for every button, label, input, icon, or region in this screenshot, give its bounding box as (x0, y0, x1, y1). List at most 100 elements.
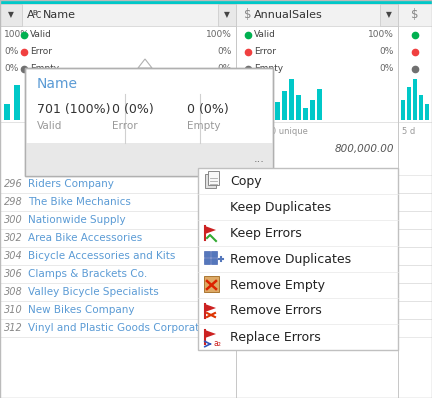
Bar (0, 140, 432, 158)
Text: 308: 308 (4, 287, 23, 297)
Text: A: A (27, 10, 35, 20)
Text: Vinyl and Plastic Goods Corporation: Vinyl and Plastic Goods Corporation (28, 323, 215, 333)
Bar (0, 4, 22, 26)
Bar (236, 319, 432, 337)
Text: 0%: 0% (4, 47, 19, 56)
Bar (310, 100, 315, 120)
Bar (0, 283, 236, 301)
Text: 296: 296 (4, 179, 23, 189)
Text: 0 (0%): 0 (0%) (112, 103, 154, 117)
Bar (0, 0, 432, 4)
Text: 701 (100%): 701 (100%) (37, 103, 111, 117)
Bar (236, 193, 432, 211)
Text: a₂: a₂ (214, 339, 222, 347)
Bar (0, 193, 236, 211)
Polygon shape (205, 304, 216, 312)
Text: 100%: 100% (4, 30, 30, 39)
Bar (25, 68, 273, 176)
Bar (0, 247, 236, 265)
Bar (0, 4, 432, 26)
Text: 0%: 0% (380, 47, 394, 56)
Bar (0, 301, 236, 319)
Text: New Bikes Company: New Bikes Company (28, 305, 134, 315)
Text: 304: 304 (4, 251, 23, 261)
Bar (0, 211, 236, 229)
Text: 800,000.00: 800,000.00 (334, 144, 394, 154)
Bar (211, 258, 217, 264)
Bar (25, 68, 273, 176)
Bar (0, 43, 432, 60)
Text: Empty: Empty (187, 121, 220, 131)
Text: ▼: ▼ (224, 10, 230, 20)
Text: 310: 310 (4, 305, 23, 315)
Text: Valid: Valid (30, 30, 52, 39)
Bar (401, 100, 405, 120)
Text: Replace Errors: Replace Errors (230, 330, 321, 343)
Bar (425, 103, 429, 120)
Bar (205, 174, 216, 188)
Bar (398, 0, 399, 398)
Text: Empty: Empty (30, 64, 59, 73)
Text: B: B (32, 10, 37, 16)
Text: 100%: 100% (206, 30, 232, 39)
Bar (380, 4, 398, 26)
Text: Copy: Copy (230, 174, 262, 187)
Polygon shape (205, 226, 216, 234)
Bar (0, 26, 432, 43)
Bar (236, 175, 432, 193)
Text: 1,500,000.00: 1,500,000.00 (324, 323, 394, 333)
Bar (0, 77, 432, 122)
Text: 312: 312 (4, 323, 23, 333)
Text: Error: Error (254, 47, 276, 56)
Bar (240, 105, 245, 120)
Text: istinct, 0 unique: istinct, 0 unique (240, 127, 308, 135)
Text: 0%: 0% (380, 64, 394, 73)
Bar (198, 168, 398, 350)
Bar (4, 103, 10, 120)
Bar (0, 319, 236, 337)
Text: C: C (36, 12, 41, 21)
Bar (317, 89, 322, 120)
Bar (261, 100, 266, 120)
Bar (236, 0, 237, 398)
Text: Remove Errors: Remove Errors (230, 304, 322, 318)
Bar (0, 175, 236, 193)
Bar (204, 258, 210, 264)
Bar (254, 81, 259, 120)
Bar (303, 108, 308, 120)
Text: 300: 300 (4, 215, 23, 225)
Text: Remove Duplicates: Remove Duplicates (230, 252, 351, 265)
Bar (289, 79, 294, 120)
Bar (236, 247, 432, 265)
Text: Error: Error (30, 47, 52, 56)
Text: $: $ (244, 8, 251, 21)
Text: Clamps & Brackets Co.: Clamps & Brackets Co. (28, 269, 147, 279)
Polygon shape (138, 59, 152, 68)
Bar (211, 251, 217, 257)
Polygon shape (205, 330, 216, 338)
Text: Name: Name (37, 77, 78, 91)
Text: 0%: 0% (218, 64, 232, 73)
Bar (236, 301, 432, 319)
Bar (14, 85, 20, 120)
Text: Riders Company: Riders Company (28, 179, 114, 189)
Text: 302: 302 (4, 233, 23, 243)
Text: Valid: Valid (254, 30, 276, 39)
Text: ▼: ▼ (8, 10, 14, 20)
Bar (236, 229, 432, 247)
Bar (236, 211, 432, 229)
Text: $: $ (411, 8, 419, 21)
Text: Error: Error (112, 121, 138, 131)
Text: Bicycle Accessories and Kits: Bicycle Accessories and Kits (28, 251, 175, 261)
Bar (275, 101, 280, 120)
Text: ▼: ▼ (386, 10, 392, 20)
Bar (204, 276, 219, 292)
Bar (0, 265, 236, 283)
Text: Keep Errors: Keep Errors (230, 226, 302, 240)
Bar (208, 171, 219, 185)
Text: ...: ... (254, 154, 264, 164)
Text: Valley Bicycle Specialists: Valley Bicycle Specialists (28, 287, 159, 297)
Bar (236, 265, 432, 283)
Text: Empty: Empty (254, 64, 283, 73)
Bar (247, 96, 252, 120)
